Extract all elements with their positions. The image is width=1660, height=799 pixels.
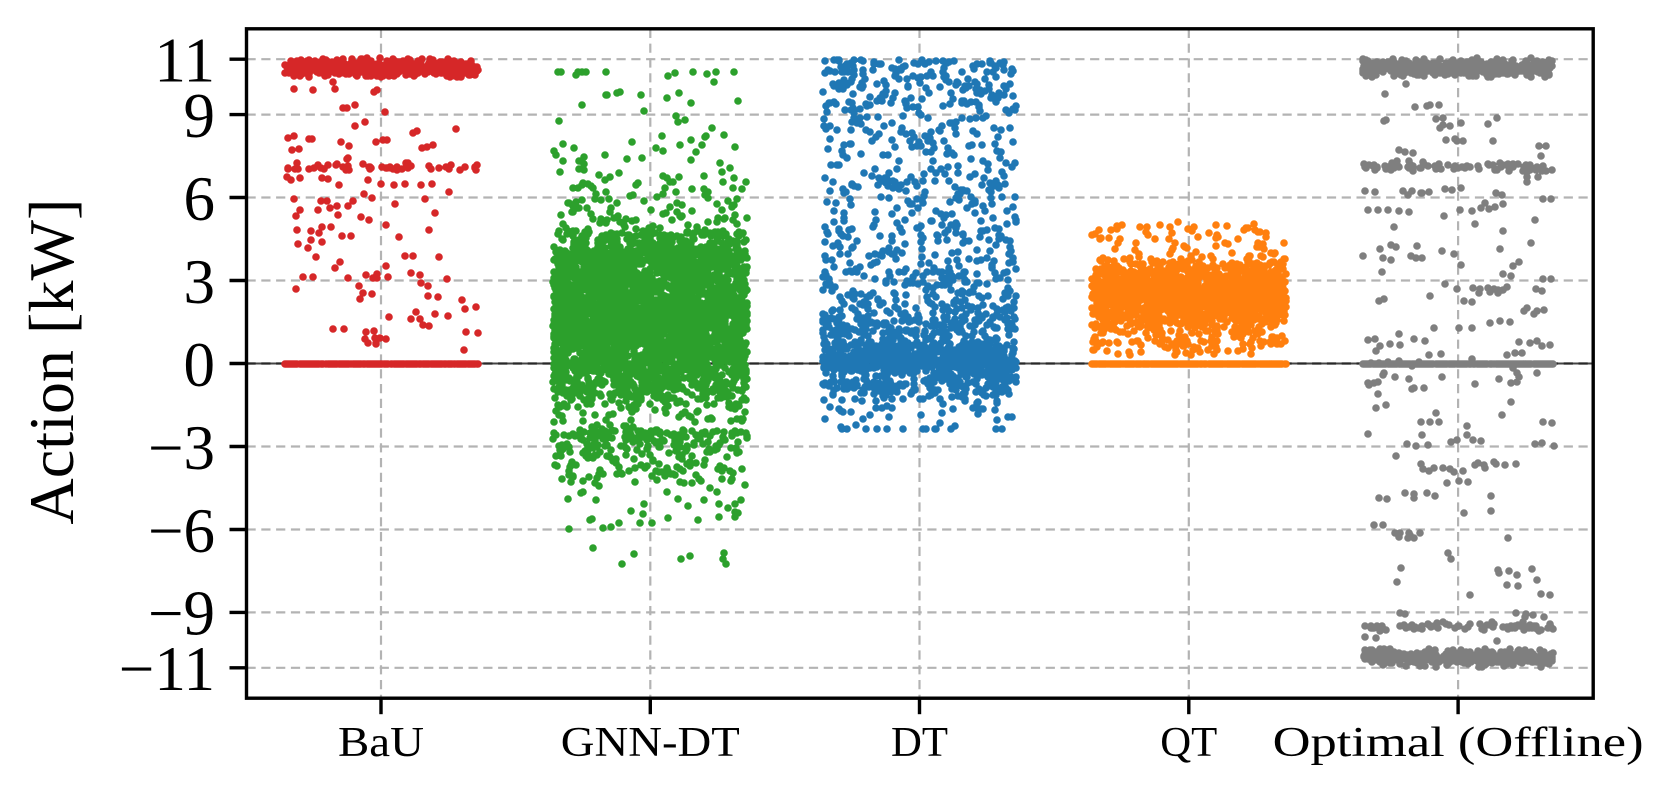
svg-text:DT: DT (891, 720, 948, 766)
svg-text:QT: QT (1160, 720, 1217, 766)
svg-text:BaU: BaU (338, 720, 424, 766)
svg-text:9: 9 (184, 81, 216, 151)
svg-text:Optimal (Offline): Optimal (Offline) (1273, 720, 1644, 766)
svg-text:11: 11 (154, 26, 215, 96)
svg-text:−6: −6 (148, 496, 215, 566)
svg-text:GNN-DT: GNN-DT (561, 720, 740, 766)
svg-text:−3: −3 (148, 413, 215, 483)
svg-text:−11: −11 (119, 634, 215, 704)
svg-text:−9: −9 (148, 579, 215, 649)
svg-text:0: 0 (184, 330, 216, 400)
svg-text:6: 6 (184, 164, 216, 234)
svg-text:Action [kW]: Action [kW] (17, 199, 87, 525)
svg-text:3: 3 (184, 247, 216, 317)
